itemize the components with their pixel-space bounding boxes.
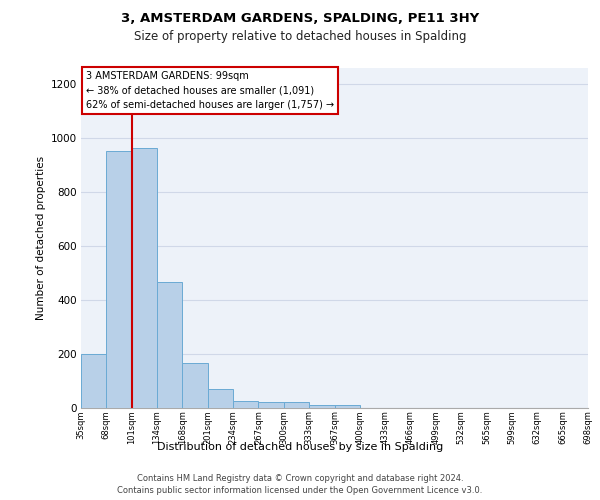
Text: Contains public sector information licensed under the Open Government Licence v3: Contains public sector information licen… bbox=[118, 486, 482, 495]
Text: 3 AMSTERDAM GARDENS: 99sqm
← 38% of detached houses are smaller (1,091)
62% of s: 3 AMSTERDAM GARDENS: 99sqm ← 38% of deta… bbox=[86, 71, 334, 110]
Text: Distribution of detached houses by size in Spalding: Distribution of detached houses by size … bbox=[157, 442, 443, 452]
Bar bbox=[132, 148, 157, 408]
Bar bbox=[157, 282, 182, 408]
Bar bbox=[335, 405, 360, 407]
Bar bbox=[284, 402, 309, 407]
Bar bbox=[182, 363, 208, 408]
Text: 3, AMSTERDAM GARDENS, SPALDING, PE11 3HY: 3, AMSTERDAM GARDENS, SPALDING, PE11 3HY bbox=[121, 12, 479, 26]
Text: Size of property relative to detached houses in Spalding: Size of property relative to detached ho… bbox=[134, 30, 466, 43]
Bar bbox=[81, 354, 106, 408]
Bar bbox=[259, 402, 284, 407]
Bar bbox=[233, 401, 259, 407]
Bar bbox=[106, 151, 132, 407]
Bar bbox=[208, 388, 233, 407]
Text: Contains HM Land Registry data © Crown copyright and database right 2024.: Contains HM Land Registry data © Crown c… bbox=[137, 474, 463, 483]
Y-axis label: Number of detached properties: Number of detached properties bbox=[37, 156, 46, 320]
Bar bbox=[309, 405, 335, 407]
